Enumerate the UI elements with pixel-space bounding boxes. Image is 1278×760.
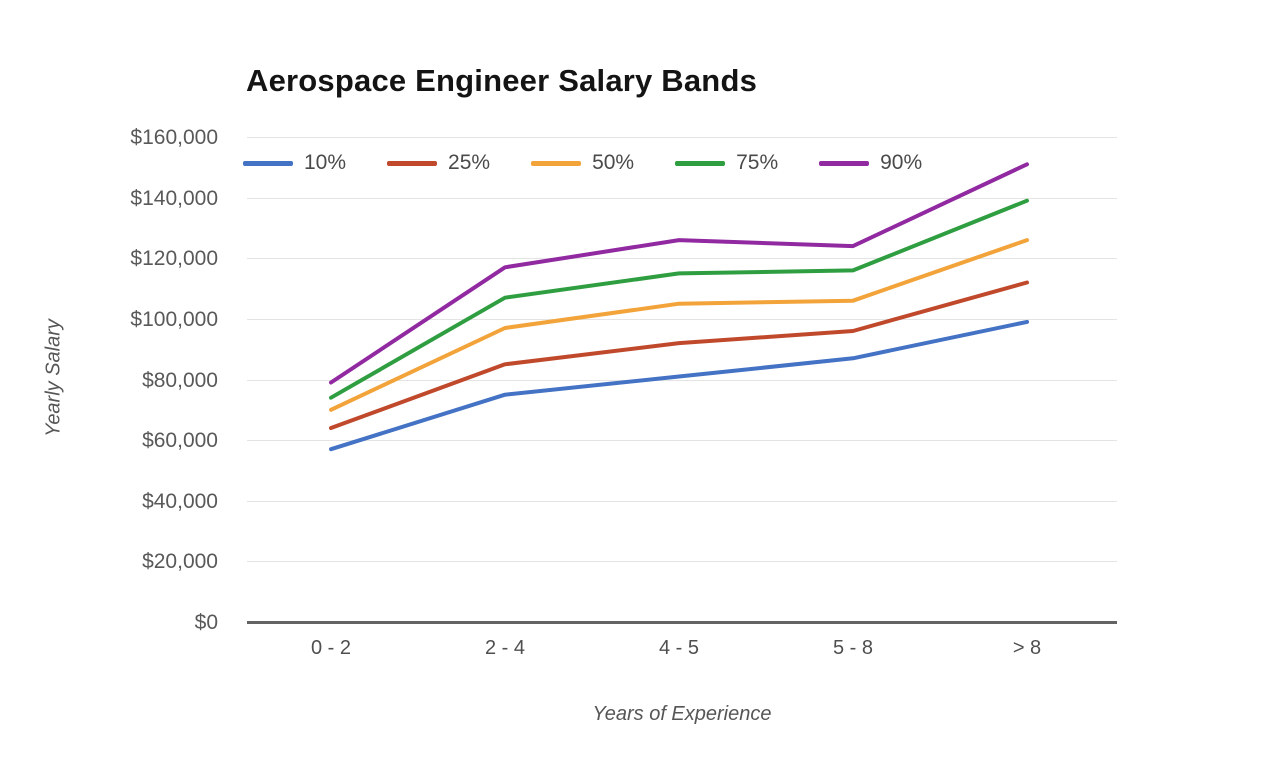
legend-swatch-icon [819, 160, 870, 166]
legend-label: 10% [304, 151, 347, 174]
y-axis-title: Yearly Salary [42, 319, 65, 437]
legend-swatch-icon [387, 160, 438, 166]
y-tick-label: $120,000 [130, 247, 218, 270]
gridline [247, 198, 1117, 199]
x-tick-label: > 8 [1012, 637, 1042, 659]
series-line-10% [329, 319, 1029, 452]
legend-item-50%: 50% [531, 151, 634, 175]
y-tick-label: $100,000 [130, 308, 218, 331]
gridline [247, 501, 1117, 502]
y-tick-label: $80,000 [142, 369, 218, 392]
series-line-25% [329, 280, 1029, 430]
y-tick-label: $160,000 [130, 126, 218, 149]
series-line-50% [329, 238, 1029, 412]
y-tick-label: $0 [194, 611, 218, 634]
y-tick-label: $60,000 [142, 429, 218, 452]
series-line-75% [329, 198, 1029, 400]
legend-label: 90% [880, 151, 923, 174]
gridline [247, 319, 1117, 320]
x-tick-label: 2 - 4 [484, 637, 526, 659]
gridline [247, 258, 1117, 259]
gridline [247, 380, 1117, 381]
legend-item-25%: 25% [387, 151, 490, 175]
legend-swatch-icon [675, 160, 726, 166]
gridline [247, 137, 1117, 138]
chart-title: Aerospace Engineer Salary Bands [246, 63, 758, 98]
legend-item-75%: 75% [675, 151, 778, 175]
legend-swatch-icon [531, 160, 582, 166]
x-tick-label: 4 - 5 [658, 637, 700, 659]
x-tick-label: 0 - 2 [310, 637, 352, 659]
legend-item-90%: 90% [819, 151, 922, 175]
legend-label: 50% [592, 151, 635, 174]
legend-item-10%: 10% [243, 151, 346, 175]
x-axis-title: Years of Experience [592, 703, 772, 725]
gridline [247, 440, 1117, 441]
y-tick-label: $140,000 [130, 187, 218, 210]
gridline [247, 561, 1117, 562]
y-tick-label: $40,000 [142, 490, 218, 513]
x-tick-label: 5 - 8 [832, 637, 874, 659]
x-axis-line [247, 621, 1117, 624]
legend-label: 75% [736, 151, 779, 174]
y-tick-label: $20,000 [142, 550, 218, 573]
series-line-90% [329, 162, 1029, 385]
legend-swatch-icon [243, 160, 293, 166]
legend-label: 25% [448, 151, 491, 174]
legend: 10% 25% 50% 75% 90% [243, 150, 922, 176]
